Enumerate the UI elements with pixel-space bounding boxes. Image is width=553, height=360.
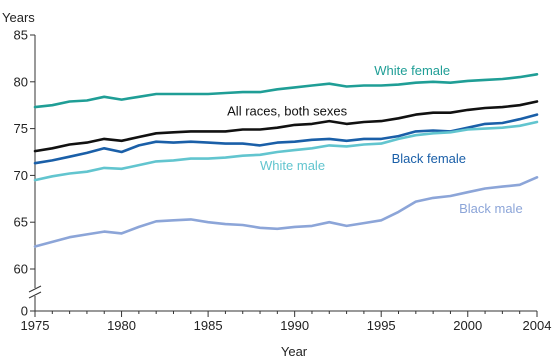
y-axis-label: Years (2, 10, 35, 25)
series-labels: White female All races, both sexes Black f… (227, 63, 523, 216)
y-tick-label: 85 (14, 28, 28, 43)
y-axis-break-mark (28, 291, 42, 299)
x-tick-label: 1995 (367, 318, 396, 333)
series-label-black-male: Black male (459, 201, 523, 216)
series-label-all-races-both-sexes: All races, both sexes (227, 103, 347, 118)
y-tick-label: 70 (14, 168, 28, 183)
y-tick-label: 60 (14, 262, 28, 277)
series-line-black-male (33, 176, 539, 248)
series-line-white-male (33, 120, 539, 182)
series-lines (33, 73, 539, 248)
series-label-black-female: Black female (392, 151, 466, 166)
y-axis-break-mark (28, 285, 42, 293)
series-label-white-male: White male (260, 158, 325, 173)
y-tick-label: 0 (21, 304, 28, 319)
y-tick-label: 75 (14, 121, 28, 136)
series-label-white-female: White female (374, 63, 450, 78)
axes: 0 60 65 70 75 80 85 1975 1980 1985 1990 1995 2000 200… (14, 28, 552, 334)
x-tick-label: 1990 (280, 318, 309, 333)
x-tick-label: 2000 (453, 318, 482, 333)
y-tick-label: 65 (14, 215, 28, 230)
x-tick-label: 2004 (523, 318, 552, 333)
x-tick-label: 1975 (21, 318, 50, 333)
x-tick-label: 1985 (194, 318, 223, 333)
y-tick-label: 80 (14, 74, 28, 89)
x-tick-label: 1980 (107, 318, 136, 333)
x-axis-label: Year (281, 344, 308, 359)
series-line-white-female (33, 73, 539, 109)
series-line-all-races-both-sexes (33, 100, 539, 153)
